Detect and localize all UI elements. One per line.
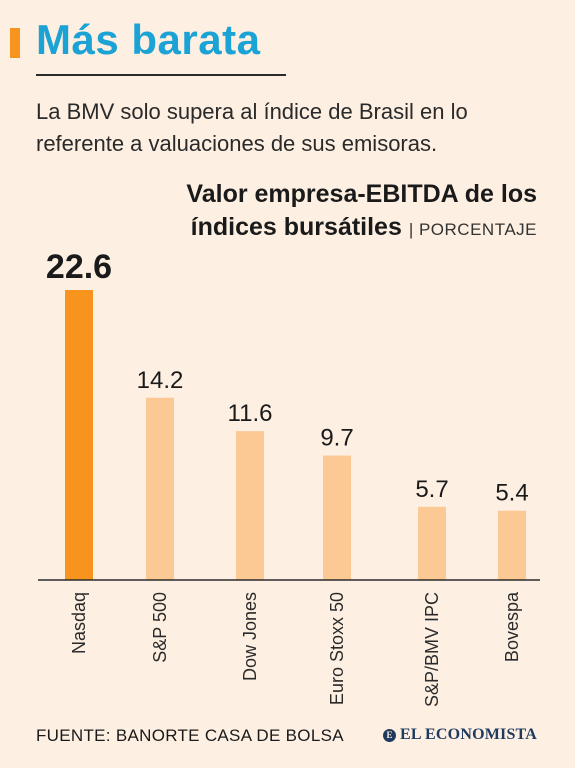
value-label: 5.7 (415, 476, 448, 503)
value-label: 22.6 (46, 248, 112, 286)
bar-euro-stoxx-50 (323, 455, 351, 580)
bar-s-p-500 (146, 397, 174, 580)
bar-dow-jones (236, 431, 264, 580)
page-title: Más barata (36, 16, 261, 63)
title-accent-bar (10, 28, 20, 58)
value-label: 14.2 (137, 367, 184, 394)
bar-bovespa (498, 510, 526, 580)
bar-s-p-bmv-ipc (418, 506, 446, 580)
category-label: S&P 500 (150, 592, 170, 663)
chart-title-line1: Valor empresa-EBITDA de los (186, 180, 537, 208)
source-note: FUENTE: BANORTE CASA DE BOLSA (36, 726, 344, 745)
category-label: Bovespa (502, 591, 522, 662)
category-label: Euro Stoxx 50 (327, 592, 347, 705)
category-label: S&P/BMV IPC (422, 592, 442, 707)
category-label: Nasdaq (69, 592, 89, 654)
chart-title-line2: índices bursátiles (190, 213, 402, 241)
value-label: 11.6 (228, 400, 273, 427)
chart-title: Valor empresa-EBITDA de los índices burs… (186, 178, 537, 246)
logo-text: EL ECONOMISTA (400, 726, 537, 743)
publisher-logo: E EL ECONOMISTA (383, 726, 537, 744)
logo-mark-icon: E (383, 728, 396, 742)
title-underline (36, 74, 286, 76)
category-label: Dow Jones (240, 592, 260, 681)
page-subtitle: La BMV solo supera al índice de Brasil e… (36, 99, 468, 156)
bar-nasdaq (65, 290, 93, 580)
chart-unit: | PORCENTAJE (408, 220, 537, 239)
value-label: 9.7 (320, 425, 353, 452)
value-label: 5.4 (495, 480, 528, 507)
